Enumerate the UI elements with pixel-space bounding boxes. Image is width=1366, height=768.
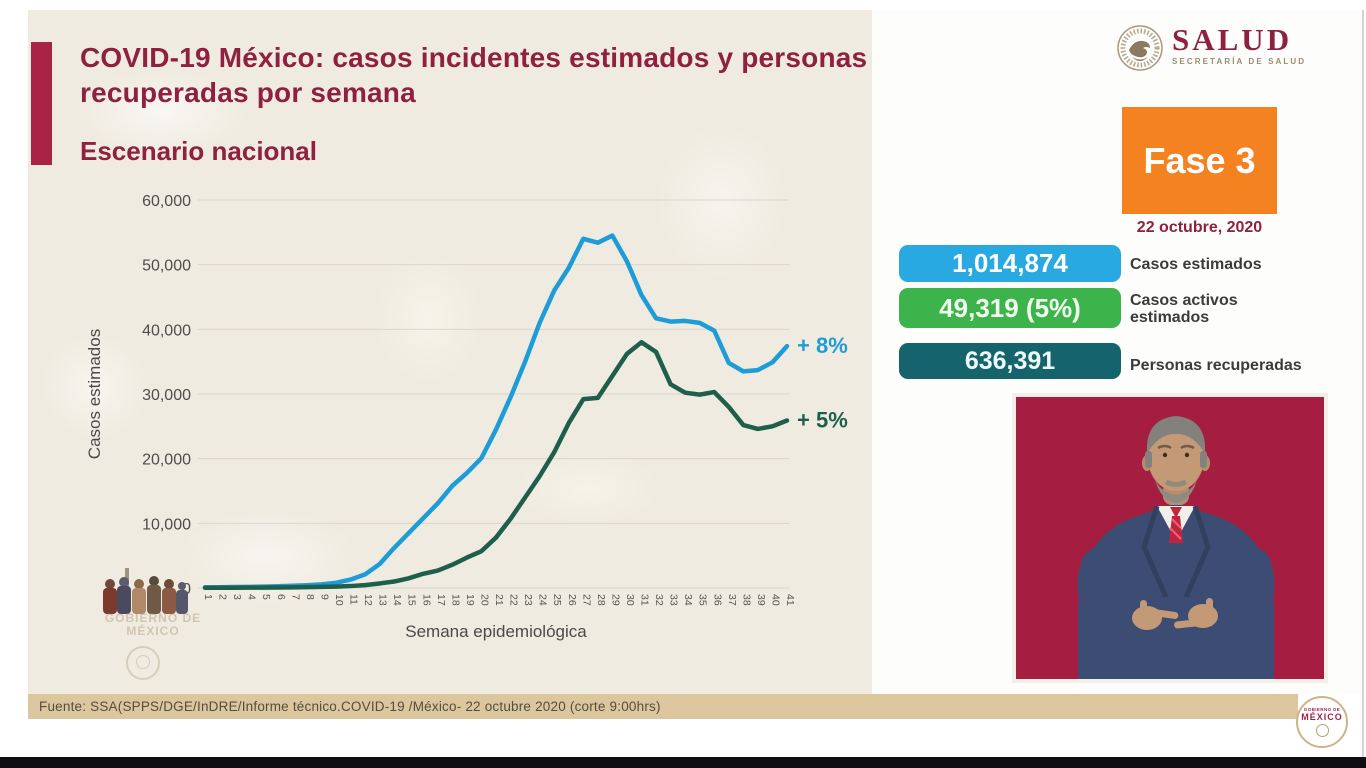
x-tick-label: 27	[580, 594, 592, 606]
x-tick-label: 39	[755, 594, 767, 606]
chart-line-personas-recuperadas	[202, 340, 790, 591]
x-tick-label: 35	[697, 594, 709, 606]
x-tick-label: 20	[478, 594, 490, 606]
salud-wordmark: SALUD	[1172, 22, 1293, 57]
x-tick-label: 34	[682, 594, 694, 606]
seal-watermark	[126, 646, 160, 680]
x-tick-label: 23	[522, 594, 534, 606]
salud-eagle-seal-icon	[1117, 25, 1163, 71]
x-tick-label: 24	[537, 594, 549, 606]
x-tick-label: 1	[202, 594, 214, 600]
x-tick-label: 31	[639, 594, 651, 606]
x-tick-label: 40	[769, 594, 781, 606]
gobierno-watermark-text: GOBIERNO DE MÉXICO	[104, 611, 202, 638]
y-axis-label: Casos estimados	[85, 329, 104, 459]
growth-annotation: + 8%	[797, 333, 848, 358]
x-tick-label: 10	[333, 594, 345, 606]
report-date: 22 octubre, 2020	[1136, 219, 1263, 236]
x-tick-label: 33	[668, 594, 680, 606]
fase-3-label: Fase 3	[1143, 139, 1256, 181]
slide-right-edge	[1362, 10, 1364, 757]
x-tick-label: 13	[377, 594, 389, 606]
sign-language-interpreter-video	[1012, 393, 1328, 683]
x-tick-label: 41	[784, 594, 796, 606]
salud-secretaria-label: SECRETARÍA DE SALUD	[1172, 57, 1307, 66]
x-tick-label: 6	[275, 594, 287, 600]
heroes-watermark-illustration	[103, 568, 188, 614]
stat-casos-estimados-label: Casos estimados	[1130, 256, 1262, 273]
x-tick-label: 29	[609, 594, 621, 606]
x-tick-label: 26	[566, 594, 578, 606]
x-tick-label: 22	[508, 594, 520, 606]
x-tick-label: 37	[726, 594, 738, 606]
x-tick-label: 2	[217, 594, 229, 600]
x-tick-label: 36	[711, 594, 723, 606]
page-title: COVID-19 México: casos incidentes estima…	[80, 42, 868, 108]
x-tick-label: 11	[348, 594, 360, 605]
gobierno-de-mexico-badge: GOBIERNO DE MÉXICO	[1296, 696, 1348, 748]
y-tick-label: 20,000	[142, 452, 191, 469]
line-chart: 0 10,000 20,000 30,000 40,000 50,000 60,000 1 2 3…	[60, 185, 880, 660]
x-tick-label: 9	[318, 594, 330, 600]
y-tick-label: 50,000	[142, 258, 191, 275]
fase-3-badge: Fase 3	[1122, 107, 1277, 214]
x-tick-label: 3	[231, 594, 243, 600]
badge-line2: MÉXICO	[1301, 712, 1343, 722]
growth-annotation: + 5%	[797, 408, 848, 433]
x-tick-label: 18	[449, 594, 461, 606]
stat-casos-activos-label: Casos activos estimados	[1130, 292, 1238, 326]
x-tick-label: 12	[362, 594, 374, 606]
page-subtitle: Escenario nacional	[80, 136, 317, 166]
interpreter-illustration	[1016, 397, 1324, 679]
stat-personas-recuperadas-label: Personas recuperadas	[1130, 357, 1302, 374]
x-tick-label: 19	[464, 594, 476, 606]
x-tick-label: 8	[304, 594, 316, 600]
x-tick-label: 15	[406, 594, 418, 606]
x-tick-label: 16	[420, 594, 432, 606]
y-tick-label: 40,000	[142, 322, 191, 339]
y-tick-label: 30,000	[142, 387, 191, 404]
stat-personas-recuperadas-value: 636,391	[899, 343, 1121, 379]
bottom-black-bar	[0, 757, 1366, 768]
y-tick-label: 10,000	[142, 516, 191, 533]
x-tick-label: 25	[551, 594, 563, 606]
x-tick-label: 14	[391, 594, 403, 606]
x-tick-label: 17	[435, 594, 447, 606]
salud-logo: SALUD SECRETARÍA DE SALUD	[1116, 24, 1306, 72]
y-tick-label: 60,000	[142, 193, 191, 210]
badge-seal-icon	[1315, 724, 1329, 737]
x-tick-label: 21	[493, 594, 505, 606]
x-tick-label: 7	[289, 594, 301, 600]
x-tick-label: 32	[653, 594, 665, 606]
stat-casos-activos-value: 49,319 (5%)	[899, 288, 1121, 328]
y-tick-label: 0	[182, 581, 191, 598]
stat-casos-estimados-value: 1,014,874	[899, 245, 1121, 282]
x-axis-label: Semana epidemiológica	[405, 622, 587, 641]
source-footer: Fuente: SSA(SPPS/DGE/InDRE/Informe técni…	[28, 694, 1298, 719]
x-tick-label: 5	[260, 594, 272, 600]
badge-line1: GOBIERNO DE	[1303, 707, 1341, 712]
x-tick-label: 28	[595, 594, 607, 606]
title-accent-bar	[31, 42, 52, 165]
x-tick-label: 30	[624, 594, 636, 606]
x-tick-label: 38	[740, 594, 752, 606]
x-tick-label: 4	[246, 594, 258, 600]
